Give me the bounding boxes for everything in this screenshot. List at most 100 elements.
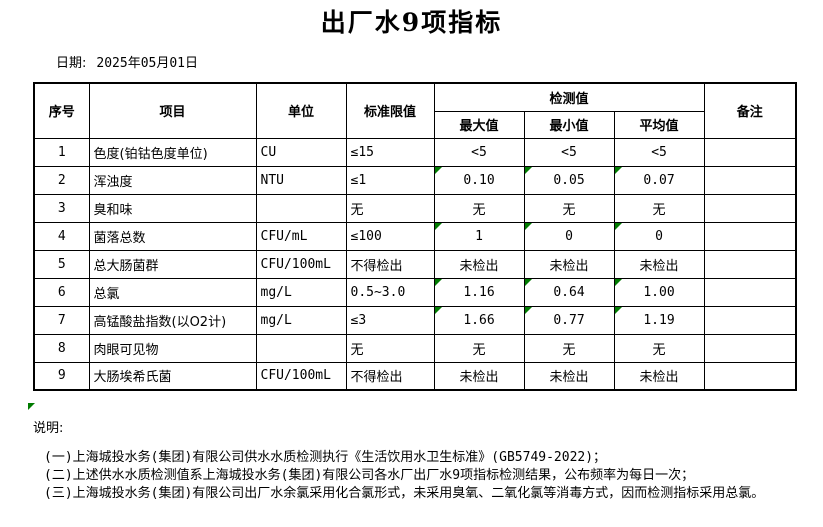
flag-triangle-icon bbox=[435, 307, 442, 314]
cell-max: 未检出 bbox=[433, 361, 525, 391]
table-row: 6 总氯 mg/L 0.5~3.0 1.16 0.64 1.00 bbox=[33, 277, 797, 307]
cell-avg: <5 bbox=[613, 137, 705, 167]
cell-avg: 无 bbox=[613, 333, 705, 363]
cell-max: 1.66 bbox=[433, 305, 525, 335]
cell-avg: 1.00 bbox=[613, 277, 705, 307]
cell-no: 3 bbox=[33, 193, 90, 223]
note-line: (二)上述供水水质检测值系上海城投水务(集团)有限公司各水厂出厂水9项指标检测结… bbox=[44, 468, 695, 483]
table-row: 1 色度(铂钴色度单位) CU ≤15 <5 <5 <5 bbox=[33, 137, 797, 167]
notes-label: 说明: bbox=[33, 421, 64, 436]
cell-min: 未检出 bbox=[523, 249, 615, 279]
cell-no: 7 bbox=[33, 305, 90, 335]
flag-triangle-icon bbox=[525, 279, 532, 286]
cell-limit: ≤100 bbox=[345, 221, 435, 251]
cell-unit: NTU bbox=[255, 165, 347, 195]
cell-item: 浑浊度 bbox=[88, 165, 257, 195]
note-line: (一)上海城投水务(集团)有限公司供水水质检测执行《生活饮用水卫生标准》(GB5… bbox=[44, 450, 607, 465]
cell-item: 高锰酸盐指数(以O2计) bbox=[88, 305, 257, 335]
cell-avg: 0 bbox=[613, 221, 705, 251]
note-line: (三)上海城投水务(集团)有限公司出厂水余氯采用化合氯形式，未采用臭氧、二氧化氯… bbox=[44, 486, 765, 501]
flag-triangle-icon bbox=[615, 307, 622, 314]
cell-no: 8 bbox=[33, 333, 90, 363]
header-remark: 备注 bbox=[703, 82, 797, 139]
cell-min: 无 bbox=[523, 193, 615, 223]
table-row: 7 高锰酸盐指数(以O2计) mg/L ≤3 1.66 0.77 1.19 bbox=[33, 305, 797, 335]
cell-min: 0.64 bbox=[523, 277, 615, 307]
header-detection: 检测值 bbox=[433, 82, 705, 112]
header-max: 最大值 bbox=[433, 110, 525, 139]
cell-unit: CFU/100mL bbox=[255, 249, 347, 279]
cell-min: 未检出 bbox=[523, 361, 615, 391]
cell-max: 0.10 bbox=[433, 165, 525, 195]
cell-avg: 0.07 bbox=[613, 165, 705, 195]
cell-limit: ≤3 bbox=[345, 305, 435, 335]
date-value: 2025年05月01日 bbox=[96, 56, 199, 71]
header-no: 序号 bbox=[33, 82, 90, 139]
flag-triangle-icon bbox=[28, 403, 35, 410]
cell-max: 无 bbox=[433, 333, 525, 363]
cell-remark bbox=[703, 249, 797, 279]
header-row-1: 序号 项目 单位 标准限值 检测值 备注 bbox=[33, 82, 797, 139]
cell-unit: CFU/100mL bbox=[255, 361, 347, 391]
cell-remark bbox=[703, 333, 797, 363]
cell-item: 总大肠菌群 bbox=[88, 249, 257, 279]
flag-triangle-icon bbox=[615, 223, 622, 230]
header-min: 最小值 bbox=[523, 110, 615, 139]
cell-remark bbox=[703, 221, 797, 251]
notes-block: (一)上海城投水务(集团)有限公司供水水质检测执行《生活饮用水卫生标准》(GB5… bbox=[44, 449, 814, 503]
cell-item: 臭和味 bbox=[88, 193, 257, 223]
table-row: 2 浑浊度 NTU ≤1 0.10 0.05 0.07 bbox=[33, 165, 797, 195]
flag-triangle-icon bbox=[435, 223, 442, 230]
cell-min: 0.05 bbox=[523, 165, 615, 195]
cell-min: 无 bbox=[523, 333, 615, 363]
cell-max: 1 bbox=[433, 221, 525, 251]
cell-no: 6 bbox=[33, 277, 90, 307]
cell-no: 9 bbox=[33, 361, 90, 391]
cell-max: 未检出 bbox=[433, 249, 525, 279]
date-row: 日期: 2025年05月01日 bbox=[56, 52, 198, 71]
cell-unit: mg/L bbox=[255, 277, 347, 307]
flag-triangle-icon bbox=[525, 167, 532, 174]
flag-triangle-icon bbox=[435, 167, 442, 174]
cell-item: 大肠埃希氏菌 bbox=[88, 361, 257, 391]
cell-unit bbox=[255, 333, 347, 363]
date-label: 日期: bbox=[56, 56, 87, 71]
cell-unit: CU bbox=[255, 137, 347, 167]
cell-unit bbox=[255, 193, 347, 223]
flag-triangle-icon bbox=[435, 279, 442, 286]
cell-limit: ≤1 bbox=[345, 165, 435, 195]
cell-remark bbox=[703, 137, 797, 167]
cell-remark bbox=[703, 305, 797, 335]
cell-item: 菌落总数 bbox=[88, 221, 257, 251]
flag-triangle-icon bbox=[525, 307, 532, 314]
cell-remark bbox=[703, 165, 797, 195]
cell-limit: 0.5~3.0 bbox=[345, 277, 435, 307]
cell-avg: 1.19 bbox=[613, 305, 705, 335]
header-unit: 单位 bbox=[255, 82, 347, 139]
cell-limit: 不得检出 bbox=[345, 249, 435, 279]
cell-item: 色度(铂钴色度单位) bbox=[88, 137, 257, 167]
report-title: 出厂水9项指标 bbox=[320, 8, 503, 37]
cell-avg: 未检出 bbox=[613, 249, 705, 279]
cell-limit: 无 bbox=[345, 193, 435, 223]
cell-no: 1 bbox=[33, 137, 90, 167]
cell-avg: 无 bbox=[613, 193, 705, 223]
table-row: 8 肉眼可见物 无 无 无 无 bbox=[33, 333, 797, 363]
flag-triangle-icon bbox=[615, 279, 622, 286]
cell-max: 1.16 bbox=[433, 277, 525, 307]
header-item: 项目 bbox=[88, 82, 257, 139]
cell-remark bbox=[703, 193, 797, 223]
cell-item: 总氯 bbox=[88, 277, 257, 307]
flag-triangle-icon bbox=[525, 223, 532, 230]
cell-no: 5 bbox=[33, 249, 90, 279]
cell-min: 0.77 bbox=[523, 305, 615, 335]
header-limit: 标准限值 bbox=[345, 82, 435, 139]
cell-avg: 未检出 bbox=[613, 361, 705, 391]
cell-remark bbox=[703, 361, 797, 391]
cell-max: <5 bbox=[433, 137, 525, 167]
cell-limit: ≤15 bbox=[345, 137, 435, 167]
cell-item: 肉眼可见物 bbox=[88, 333, 257, 363]
cell-no: 2 bbox=[33, 165, 90, 195]
cell-max: 无 bbox=[433, 193, 525, 223]
